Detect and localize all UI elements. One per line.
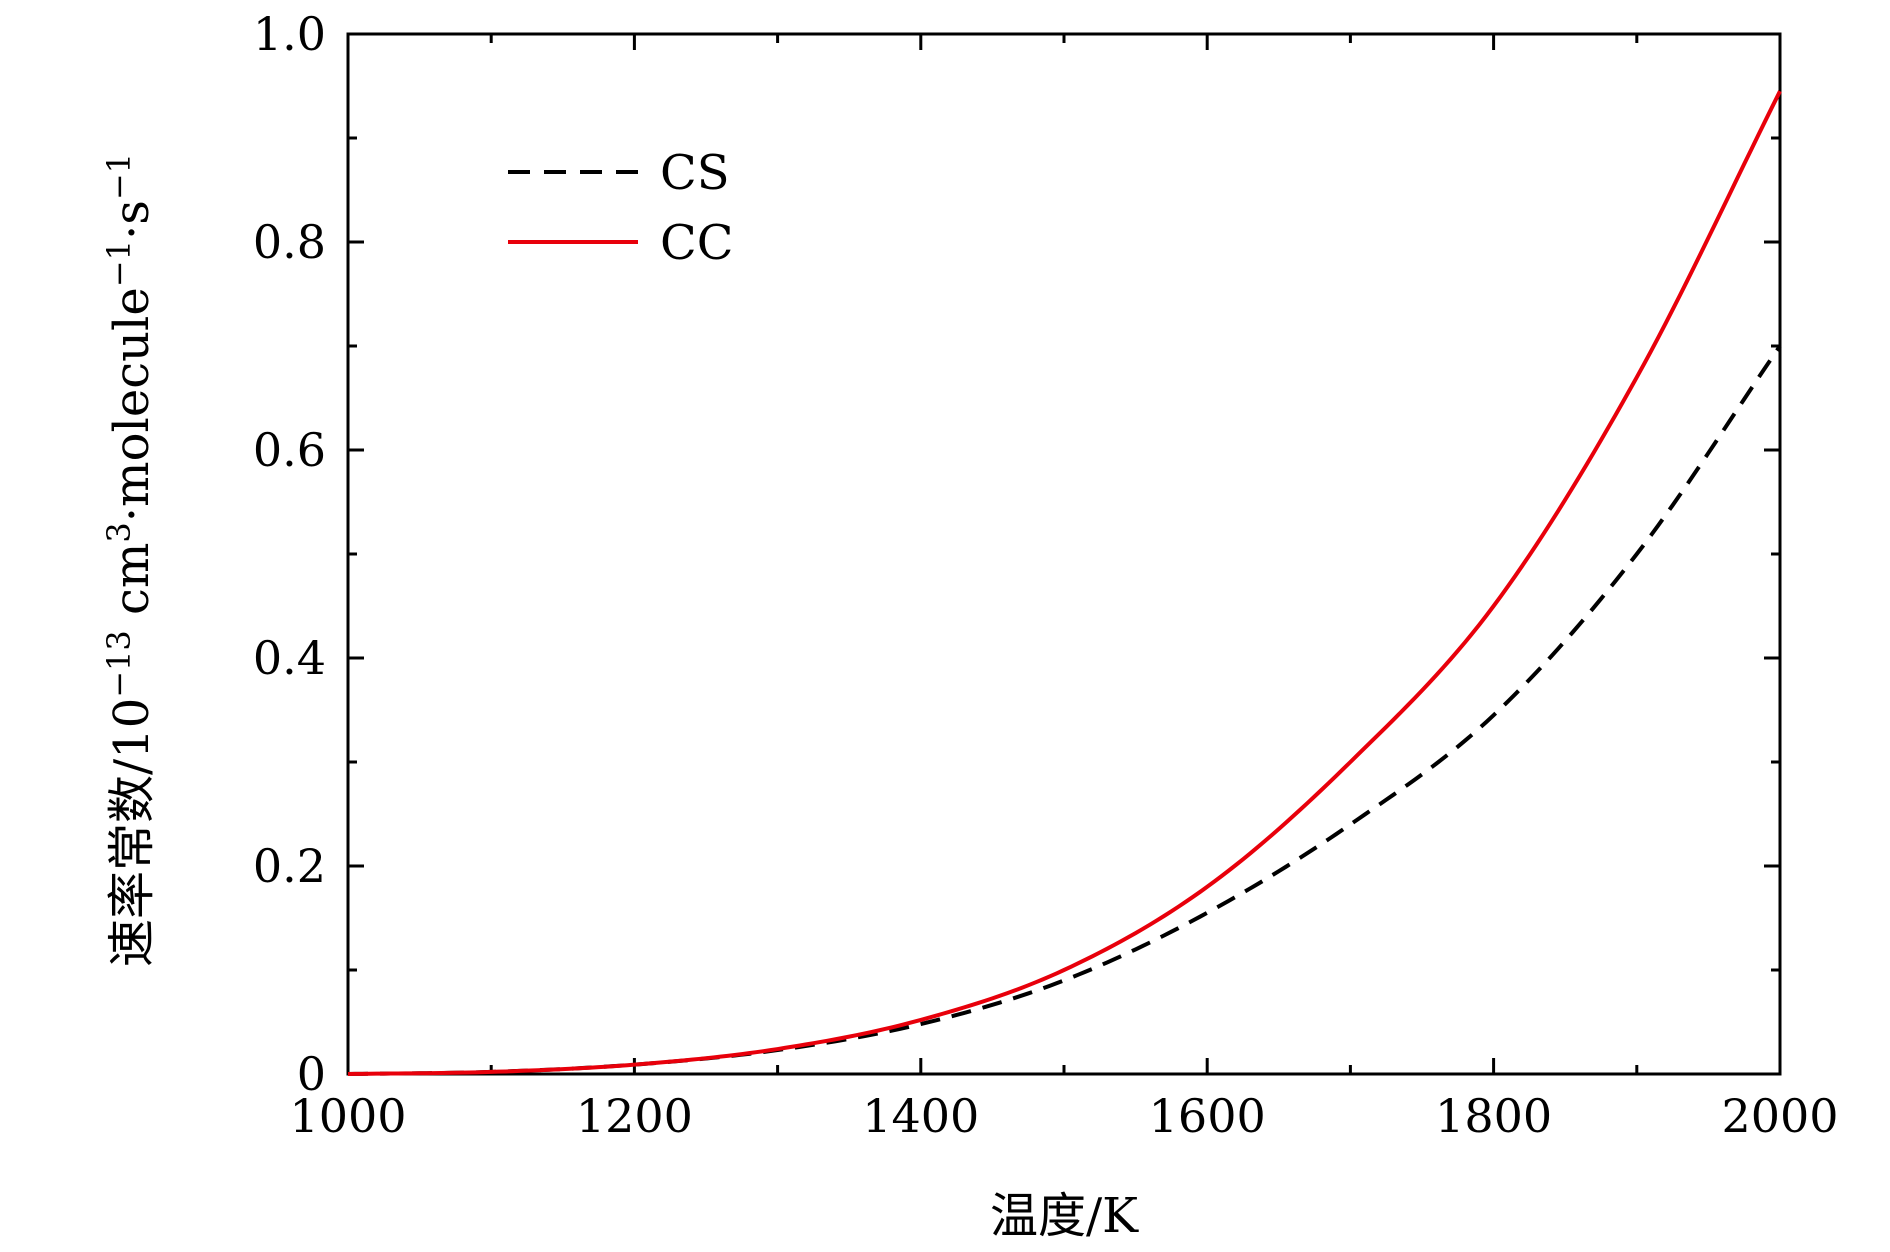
y-tick-label: 1.0 xyxy=(253,7,326,61)
y-axis-title-exp1: −13 xyxy=(100,630,138,698)
y-axis-title: 速率常数/10−13 cm3·molecule−1·s−1 xyxy=(100,153,160,967)
legend-label-cs: CS xyxy=(660,145,730,201)
y-tick-label: 0 xyxy=(297,1047,326,1101)
y-axis-title-exp4: −1 xyxy=(100,153,138,200)
y-tick-label: 0.8 xyxy=(253,215,326,269)
y-axis-title-mid3: ·s xyxy=(104,200,160,240)
x-tick-label: 1200 xyxy=(576,1089,693,1143)
y-tick-label: 0.4 xyxy=(253,631,326,685)
axis-tick-labels: 1000 1200 1400 1600 1800 2000 0 0.2 0.4 0.6 0.8 1.0 xyxy=(253,7,1839,1143)
axis-ticks xyxy=(346,32,1782,1076)
y-axis-title-exp2: 3 xyxy=(100,522,138,542)
series-line-cs xyxy=(347,344,1782,1076)
x-tick-label: 1800 xyxy=(1435,1089,1552,1143)
y-axis-title-mid2: ·molecule xyxy=(104,287,160,522)
legend: CS CC xyxy=(508,145,733,271)
legend-label-cc: CC xyxy=(660,215,733,271)
x-tick-label: 1000 xyxy=(289,1089,406,1143)
y-axis-title-base: 速率常数/10 xyxy=(104,698,160,967)
x-axis-title: 温度/K xyxy=(990,1188,1139,1244)
x-tick-label: 2000 xyxy=(1721,1089,1838,1143)
x-tick-label: 1600 xyxy=(1149,1089,1266,1143)
y-axis-title-exp3: −1 xyxy=(100,240,138,287)
y-axis-title-mid: cm xyxy=(104,543,160,631)
x-tick-label: 1400 xyxy=(862,1089,979,1143)
y-tick-label: 0.2 xyxy=(253,839,326,893)
plot-frame xyxy=(346,32,1782,1076)
series-line-cc xyxy=(347,90,1782,1076)
series-lines xyxy=(347,90,1782,1076)
y-tick-label: 0.6 xyxy=(253,423,326,477)
